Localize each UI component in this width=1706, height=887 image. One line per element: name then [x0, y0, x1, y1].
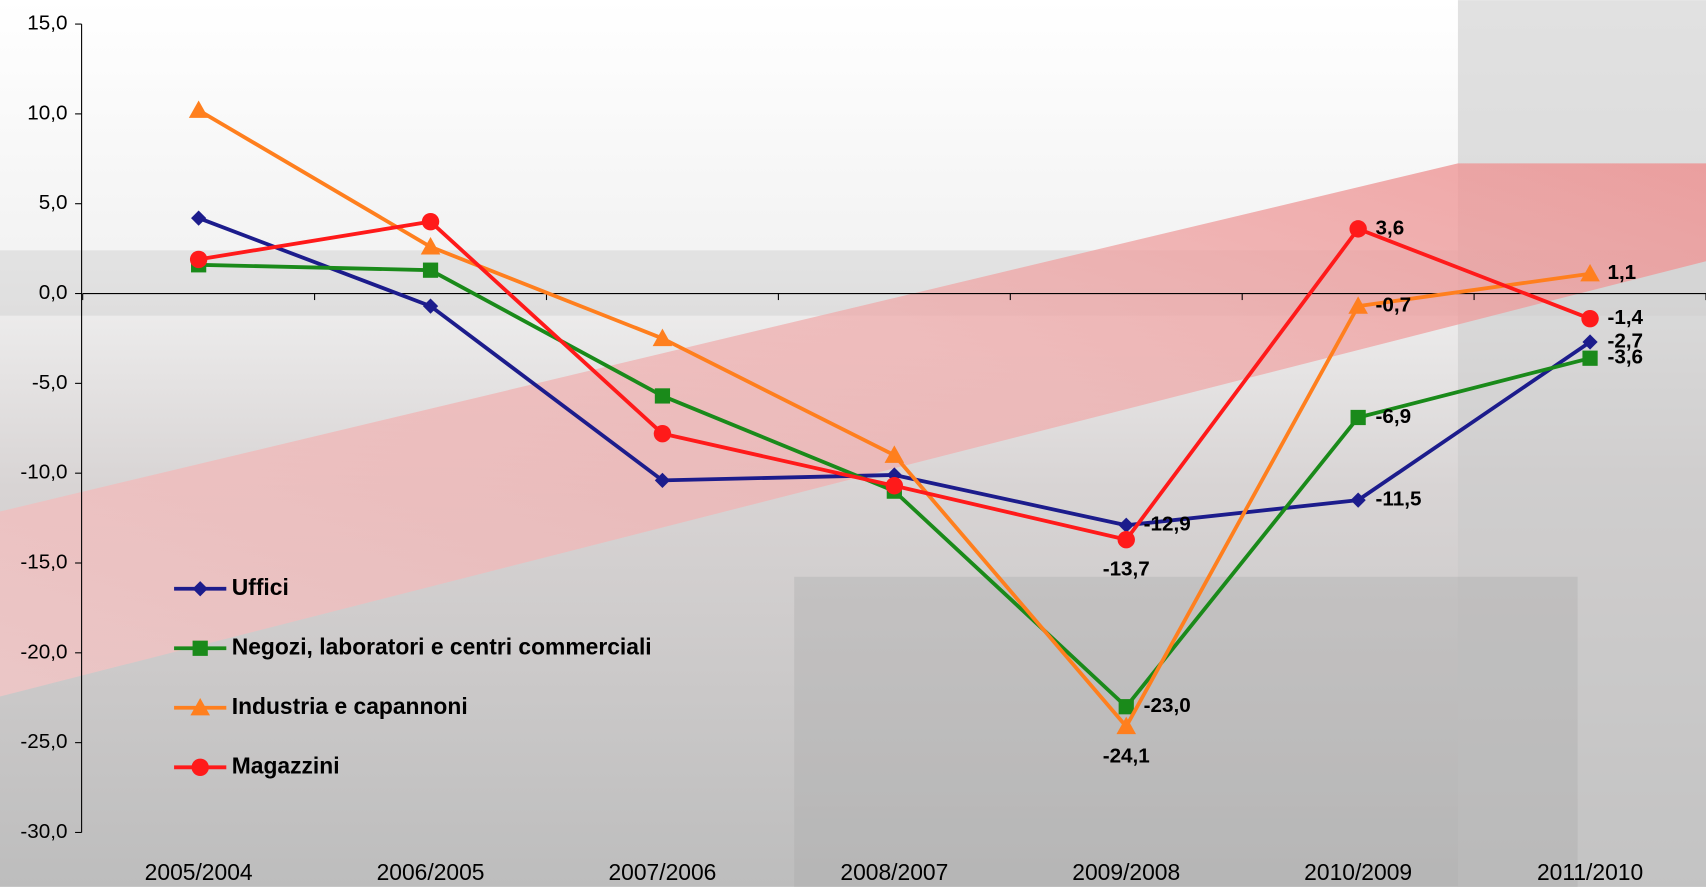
marker: [1116, 716, 1137, 735]
marker: [1118, 699, 1134, 715]
marker: [422, 298, 439, 314]
marker: [191, 210, 207, 226]
marker: [189, 250, 208, 269]
data-label: 1,1: [1607, 261, 1636, 284]
marker: [1350, 409, 1366, 426]
marker: [190, 697, 210, 716]
y-tick-label: -15,0: [20, 550, 67, 573]
background-building: [794, 576, 1578, 887]
data-label: -6,9: [1376, 405, 1412, 428]
marker: [1117, 530, 1135, 549]
x-tick-label: 2005/2004: [145, 859, 253, 885]
y-tick-label: 15,0: [27, 12, 67, 35]
marker: [1349, 220, 1367, 238]
x-tick-label: 2008/2007: [840, 859, 948, 885]
marker: [884, 445, 905, 463]
marker: [653, 424, 672, 443]
data-label: -2,7: [1607, 329, 1643, 352]
marker: [192, 640, 208, 656]
data-label: -3,6: [1607, 346, 1643, 369]
marker: [1350, 492, 1366, 508]
legend-label: Negozi, laboratori e centri commerciali: [232, 633, 652, 659]
data-label: -24,1: [1103, 744, 1150, 767]
y-tick-label: 10,0: [27, 101, 67, 124]
marker: [654, 472, 671, 488]
marker: [654, 388, 671, 404]
marker: [420, 237, 441, 255]
y-tick-label: -30,0: [20, 820, 67, 843]
data-label: 3,6: [1376, 216, 1405, 239]
marker: [1582, 334, 1598, 350]
data-label: -11,5: [1376, 488, 1422, 511]
y-tick-label: 0,0: [39, 281, 68, 304]
marker: [1348, 296, 1368, 314]
marker: [1581, 309, 1599, 328]
data-label: -23,0: [1144, 694, 1191, 717]
data-label: -13,7: [1103, 558, 1150, 581]
background-red-band: [0, 163, 1706, 697]
data-label: -1,4: [1607, 306, 1643, 329]
legend-label: Uffici: [232, 574, 289, 600]
marker: [885, 477, 904, 495]
marker: [1118, 517, 1134, 533]
marker: [188, 100, 209, 118]
y-tick-label: 5,0: [39, 191, 68, 214]
x-tick-label: 2007/2006: [608, 859, 716, 885]
data-label: -0,7: [1376, 294, 1412, 317]
y-tick-label: -25,0: [20, 730, 67, 753]
x-tick-label: 2010/2009: [1304, 859, 1412, 885]
x-tick-label: 2009/2008: [1072, 859, 1180, 885]
x-tick-label: 2006/2005: [377, 859, 485, 885]
marker: [191, 758, 209, 776]
data-label: -12,9: [1144, 513, 1191, 536]
marker: [1580, 263, 1600, 282]
legend-label: Industria e capannoni: [232, 693, 468, 719]
background-pillar: [1457, 0, 1706, 887]
y-tick-label: -20,0: [20, 640, 67, 663]
y-tick-label: -5,0: [32, 371, 68, 394]
marker: [422, 262, 439, 278]
legend-label: Magazzini: [232, 752, 340, 778]
marker: [421, 212, 440, 231]
y-tick-label: -10,0: [20, 461, 67, 484]
x-tick-label: 2011/2010: [1537, 859, 1643, 885]
legend: Uffici Negozi, laboratori e centri commer…: [174, 574, 652, 778]
marker: [652, 328, 673, 347]
marker: [1582, 350, 1598, 366]
